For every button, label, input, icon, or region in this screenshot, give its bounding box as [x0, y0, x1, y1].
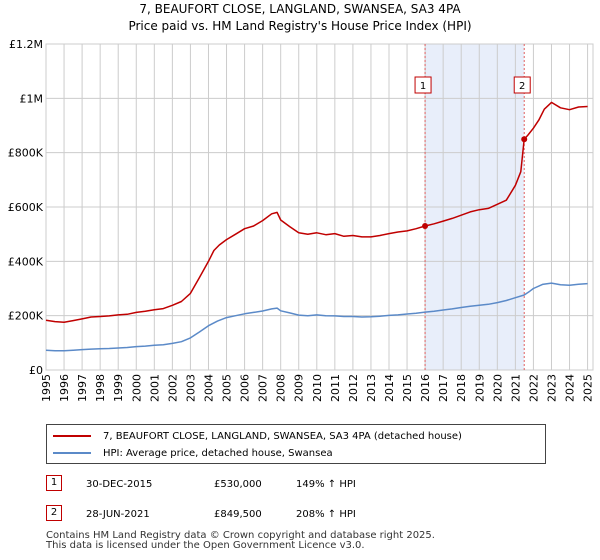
x-tick-label: 2020 [491, 374, 504, 402]
x-tick-label: 2024 [564, 374, 577, 402]
y-tick-label: £400K [8, 255, 44, 268]
sale-marker-badge [414, 76, 432, 94]
x-tick-label: 2016 [419, 374, 432, 402]
x-tick-label: 2015 [401, 374, 414, 402]
price-chart: 7, BEAUFORT CLOSE, LANGLAND, SWANSEA, SA… [8, 2, 595, 402]
x-tick-label: 2004 [202, 374, 215, 402]
sale-marker-badge [513, 76, 531, 94]
y-tick-label: £200K [8, 310, 44, 323]
legend-item-property: 7, BEAUFORT CLOSE, LANGLAND, SWANSEA, SA… [53, 428, 462, 444]
x-tick-label: 2021 [509, 374, 522, 402]
sale-marker-label: 2 [519, 81, 525, 92]
y-tick-label: £0 [29, 364, 43, 377]
y-tick-label: £1.2M [9, 38, 43, 51]
legend-item-hpi: HPI: Average price, detached house, Swan… [53, 445, 333, 461]
plot-border [45, 43, 594, 371]
x-tick-label: 2019 [473, 374, 486, 402]
x-tick-label: 2013 [365, 374, 378, 402]
chart-subtitle: Price paid vs. HM Land Registry's House … [128, 19, 471, 33]
x-tick-label: 2008 [275, 374, 288, 402]
x-tick-label: 2010 [311, 374, 324, 402]
hpi-line [45, 282, 588, 352]
transaction-badge: 1 [46, 475, 62, 491]
x-tick-label: 2014 [383, 374, 396, 402]
x-tick-label: 2017 [437, 374, 450, 402]
x-tick-label: 2011 [329, 374, 342, 402]
x-tick-label: 1996 [58, 374, 71, 402]
x-tick-label: 2000 [130, 374, 143, 402]
legend-swatch-property [53, 435, 91, 437]
x-tick-label: 2023 [545, 374, 558, 402]
transaction-date: 30-DEC-2015 [86, 479, 153, 490]
transaction-price: £849,500 [214, 509, 262, 520]
transaction-hpi: 149% ↑ HPI [296, 479, 356, 490]
sale-marker-label: 1 [420, 81, 426, 92]
y-tick-label: £800K [8, 147, 44, 160]
x-tick-label: 2001 [148, 374, 161, 402]
sale-point [422, 223, 429, 230]
x-tick-label: 1998 [94, 374, 107, 402]
x-tick-label: 2012 [347, 374, 360, 402]
chart-title: 7, BEAUFORT CLOSE, LANGLAND, SWANSEA, SA… [139, 2, 461, 16]
legend-label-property: 7, BEAUFORT CLOSE, LANGLAND, SWANSEA, SA… [103, 430, 462, 442]
sale-point [521, 136, 528, 143]
y-tick-label: £600K [8, 201, 44, 214]
x-tick-label: 2025 [582, 374, 595, 402]
property-price-line [45, 101, 588, 323]
footer: Contains HM Land Registry data © Crown c… [46, 531, 435, 551]
x-tick-label: 2005 [221, 374, 234, 402]
legend-label-hpi: HPI: Average price, detached house, Swan… [103, 447, 333, 459]
footer-licence: This data is licensed under the Open Gov… [46, 540, 365, 551]
x-tick-label: 2007 [257, 374, 270, 402]
transaction-badge: 2 [46, 505, 62, 521]
x-tick-label: 2003 [184, 374, 197, 402]
x-tick-label: 2002 [166, 374, 179, 402]
x-tick-label: 2009 [293, 374, 306, 402]
transaction-price: £530,000 [214, 479, 262, 490]
legend-swatch-hpi [53, 452, 91, 454]
y-tick-label: £1M [20, 92, 44, 105]
x-tick-label: 2022 [527, 374, 540, 402]
x-tick-label: 1999 [112, 374, 125, 402]
x-tick-label: 1997 [76, 374, 89, 402]
legend: 7, BEAUFORT CLOSE, LANGLAND, SWANSEA, SA… [46, 424, 546, 464]
x-tick-label: 1995 [40, 374, 53, 402]
x-tick-label: 2018 [455, 374, 468, 402]
transaction-hpi: 208% ↑ HPI [296, 509, 356, 520]
footer-copyright: Contains HM Land Registry data © Crown c… [46, 530, 435, 541]
x-tick-label: 2006 [239, 374, 252, 402]
transaction-date: 28-JUN-2021 [86, 509, 150, 520]
